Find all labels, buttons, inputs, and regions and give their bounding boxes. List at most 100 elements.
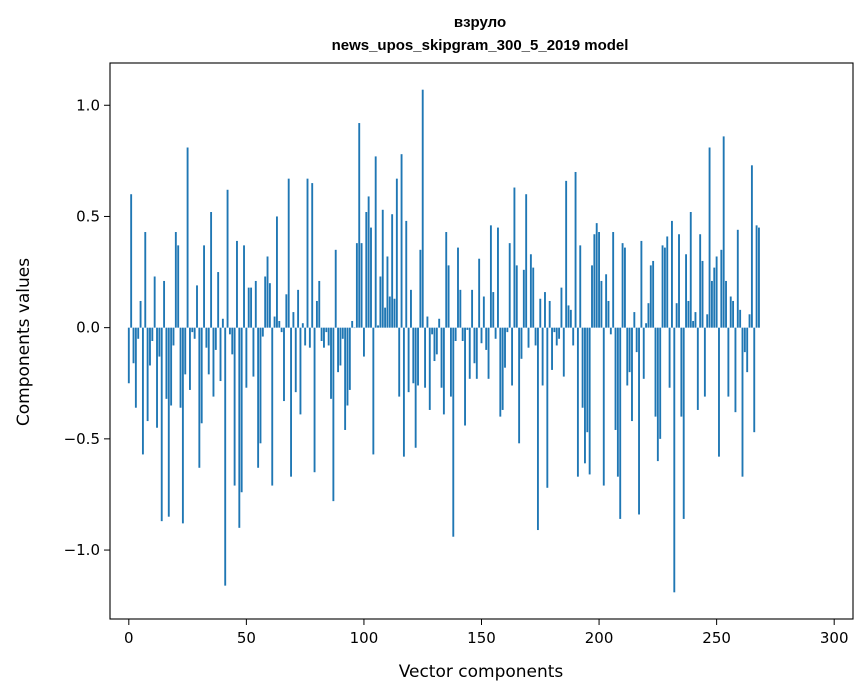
bar	[332, 327, 335, 502]
bar	[330, 327, 332, 399]
bar	[266, 256, 269, 328]
bar	[174, 232, 177, 328]
bar	[508, 243, 511, 328]
bar	[631, 327, 633, 422]
x-tick-label: 50	[237, 629, 256, 647]
bar	[492, 292, 495, 328]
bar	[339, 327, 342, 366]
bar	[236, 240, 238, 328]
bar	[579, 245, 582, 328]
bar	[243, 245, 245, 328]
bar	[649, 265, 652, 328]
bar	[417, 327, 419, 386]
bar	[414, 327, 417, 448]
bar	[529, 254, 532, 328]
bar	[715, 256, 718, 328]
bar	[555, 327, 558, 346]
bar	[186, 147, 189, 328]
bar	[297, 289, 300, 328]
bar	[351, 320, 354, 328]
bar	[518, 327, 521, 444]
bar	[426, 316, 429, 328]
bar	[252, 327, 255, 377]
bar	[513, 187, 516, 328]
bar	[367, 196, 370, 328]
bar	[207, 327, 210, 375]
bar	[419, 249, 422, 328]
bar	[558, 327, 561, 339]
bar	[640, 240, 643, 328]
bar	[499, 327, 502, 417]
y-axis-label: Components values	[14, 258, 34, 426]
bar	[541, 327, 544, 386]
bar	[442, 327, 445, 415]
bar	[504, 327, 506, 368]
bar	[551, 327, 553, 370]
y-tick-label: −1.0	[64, 541, 100, 559]
bar	[381, 209, 384, 328]
bar	[696, 327, 699, 410]
bar	[165, 327, 168, 399]
bar	[675, 303, 678, 328]
bar	[546, 327, 549, 488]
bar	[586, 327, 589, 433]
bar	[532, 267, 535, 328]
bar	[372, 327, 375, 455]
bar	[656, 327, 659, 462]
bar	[659, 327, 662, 439]
bar	[294, 327, 297, 393]
bar	[642, 327, 645, 379]
bar	[689, 212, 692, 328]
bar	[226, 189, 229, 328]
bar	[184, 327, 187, 375]
bar	[562, 327, 565, 377]
bar	[739, 309, 742, 328]
bar	[200, 327, 203, 424]
bar	[560, 287, 563, 328]
plot-frame	[109, 62, 854, 620]
bar	[308, 327, 311, 348]
bar	[323, 327, 325, 348]
bar	[402, 327, 405, 457]
bar	[287, 178, 290, 328]
bar	[567, 305, 570, 328]
bar	[214, 327, 217, 350]
bar	[668, 327, 671, 388]
bar	[454, 327, 457, 341]
bar	[412, 327, 415, 384]
bar	[605, 274, 608, 328]
bar	[247, 287, 250, 328]
bar	[645, 323, 648, 328]
bar	[729, 296, 732, 328]
bar	[250, 287, 253, 328]
bar	[602, 327, 605, 486]
bar	[167, 327, 170, 517]
bar	[746, 327, 749, 373]
bar	[635, 327, 638, 353]
y-tick-label: 1.0	[76, 96, 100, 114]
bar	[722, 136, 725, 328]
bar	[428, 327, 431, 410]
bar	[280, 327, 283, 333]
bar	[259, 327, 262, 444]
bar	[271, 327, 274, 486]
bar	[285, 294, 288, 328]
bar	[652, 260, 655, 328]
bar	[741, 327, 744, 477]
bar	[257, 327, 260, 468]
bar	[638, 327, 640, 515]
bar	[363, 327, 365, 357]
bar	[153, 276, 156, 328]
bar	[137, 327, 140, 339]
bar	[384, 307, 387, 328]
bar	[217, 272, 220, 328]
chart-subtitle: news_upos_skipgram_300_5_2019 model	[332, 37, 629, 54]
bar	[565, 180, 568, 328]
bar	[238, 327, 241, 528]
bar	[487, 327, 490, 379]
bar	[311, 183, 314, 328]
bar	[713, 267, 716, 328]
bar	[130, 194, 133, 328]
x-tick-label: 150	[467, 629, 496, 647]
bar	[189, 327, 191, 390]
